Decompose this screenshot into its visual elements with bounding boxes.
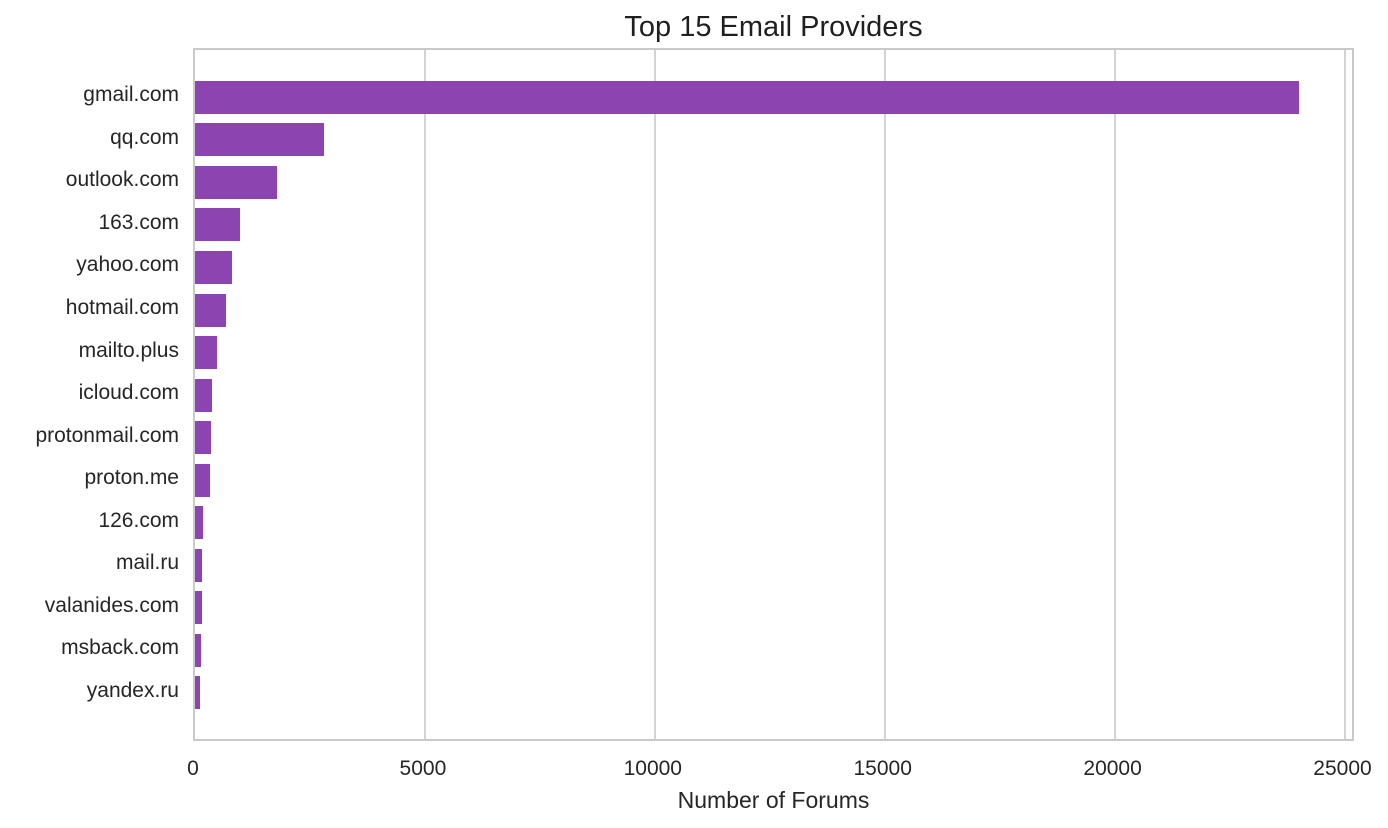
gridline xyxy=(1113,50,1116,739)
x-tick-label: 10000 xyxy=(623,757,682,780)
y-tick-label: 126.com xyxy=(98,508,179,532)
bar-qq.com xyxy=(195,123,324,157)
y-tick-label: msback.com xyxy=(61,636,179,660)
bar-protonmail.com xyxy=(195,421,211,455)
bar-mailto.plus xyxy=(195,336,217,370)
y-tick-label: yandex.ru xyxy=(86,678,179,702)
y-tick-label: icloud.com xyxy=(78,381,179,405)
x-axis-label: Number of Forums xyxy=(677,787,870,813)
y-tick-label: proton.me xyxy=(84,466,179,490)
x-tick-label: 25000 xyxy=(1313,757,1372,780)
bar-163.com xyxy=(195,208,241,242)
gridline xyxy=(423,50,426,739)
bar-valanides.com xyxy=(195,591,202,625)
y-tick-label: 163.com xyxy=(98,210,179,234)
gridline xyxy=(1343,50,1346,739)
bar-mail.ru xyxy=(195,548,203,582)
bar-126.com xyxy=(195,506,204,540)
bar-outlook.com xyxy=(195,165,278,199)
y-tick-label: qq.com xyxy=(110,125,179,149)
y-tick-label: hotmail.com xyxy=(65,296,179,320)
bar-proton.me xyxy=(195,463,210,497)
gridline xyxy=(883,50,886,739)
bar-yahoo.com xyxy=(195,250,232,284)
y-tick-label: yahoo.com xyxy=(76,253,179,277)
y-tick-label: outlook.com xyxy=(65,168,179,192)
plot-area xyxy=(193,48,1354,741)
y-tick-label: valanides.com xyxy=(44,593,179,617)
bar-yandex.ru xyxy=(195,676,201,710)
bar-hotmail.com xyxy=(195,293,227,327)
y-tick-label: protonmail.com xyxy=(35,423,179,447)
gridline xyxy=(653,50,656,739)
x-tick-label: 5000 xyxy=(399,757,447,780)
y-tick-label: gmail.com xyxy=(83,83,179,107)
x-tick-label: 15000 xyxy=(853,757,912,780)
bar-gmail.com xyxy=(195,80,1299,114)
chart-title: Top 15 Email Providers xyxy=(624,11,923,43)
y-tick-label: mailto.plus xyxy=(78,338,179,362)
bar-msback.com xyxy=(195,633,201,667)
x-tick-label: 0 xyxy=(187,757,199,780)
x-tick-label: 20000 xyxy=(1083,757,1142,780)
y-tick-label: mail.ru xyxy=(115,551,179,575)
bar-icloud.com xyxy=(195,378,212,412)
